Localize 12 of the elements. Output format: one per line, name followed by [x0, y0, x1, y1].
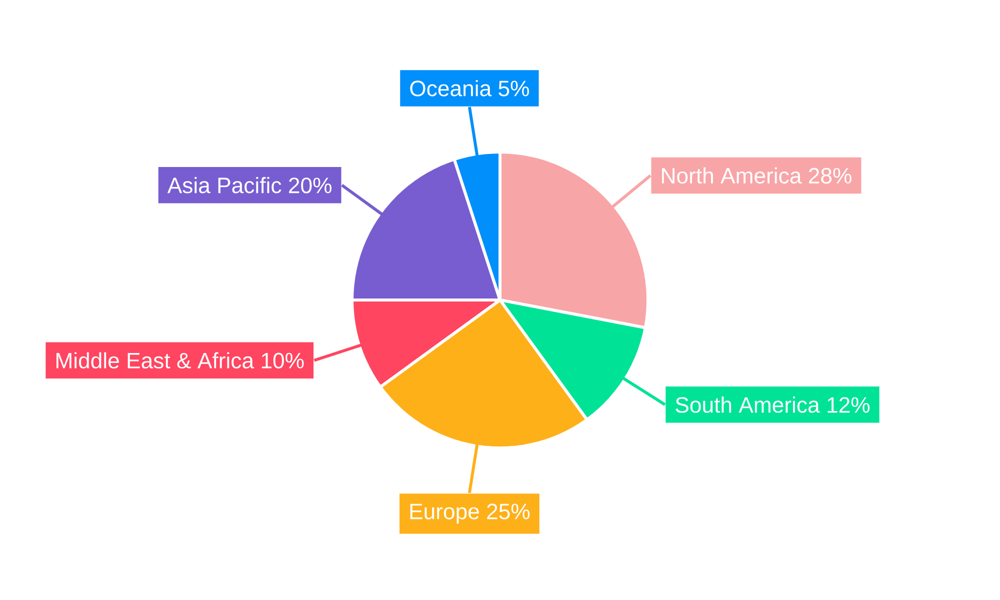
- slice-label: North America: [662, 167, 802, 184]
- data-label: 12%: [828, 397, 870, 413]
- slice-label: Middle East & Africa: [56, 352, 254, 368]
- slice-label: Europe: [410, 504, 479, 524]
- slice-label: Oceania: [410, 80, 492, 96]
- data-label: 20%: [289, 178, 332, 194]
- data-label: 28%: [808, 168, 852, 184]
- slice-label: Asia Pacific: [167, 177, 282, 194]
- slice-label: South America: [676, 396, 820, 413]
- data-label: 25%: [487, 504, 530, 520]
- data-label: 5%: [498, 80, 529, 96]
- data-label: 10%: [262, 352, 304, 368]
